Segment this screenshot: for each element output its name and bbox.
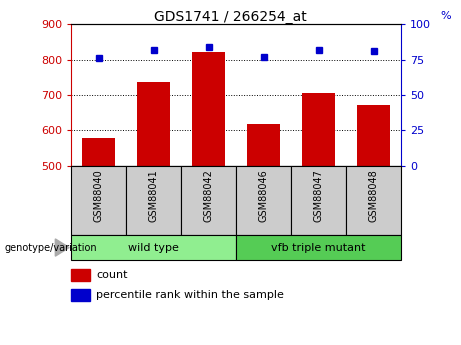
Text: GDS1741 / 266254_at: GDS1741 / 266254_at xyxy=(154,10,307,24)
Text: wild type: wild type xyxy=(129,243,179,253)
Bar xyxy=(71,166,126,235)
Bar xyxy=(71,269,89,280)
Bar xyxy=(291,166,346,235)
Bar xyxy=(302,93,335,166)
Bar xyxy=(137,82,171,166)
Bar xyxy=(192,52,225,166)
Text: count: count xyxy=(96,270,128,280)
Bar xyxy=(71,289,89,301)
Bar xyxy=(346,166,401,235)
Text: vfb triple mutant: vfb triple mutant xyxy=(272,243,366,253)
Text: GSM88042: GSM88042 xyxy=(204,169,214,222)
Bar xyxy=(181,166,236,235)
Text: GSM88047: GSM88047 xyxy=(313,169,324,222)
Bar xyxy=(71,235,236,260)
Bar xyxy=(236,166,291,235)
Text: GSM88048: GSM88048 xyxy=(369,169,378,222)
Text: GSM88040: GSM88040 xyxy=(94,169,104,222)
Bar xyxy=(357,106,390,166)
Text: percentile rank within the sample: percentile rank within the sample xyxy=(96,290,284,300)
Bar xyxy=(236,235,401,260)
Bar xyxy=(83,138,115,166)
Text: GSM88046: GSM88046 xyxy=(259,169,269,222)
Text: GSM88041: GSM88041 xyxy=(149,169,159,222)
Text: genotype/variation: genotype/variation xyxy=(5,243,97,253)
Bar xyxy=(126,166,181,235)
Bar xyxy=(247,124,280,166)
Polygon shape xyxy=(55,239,69,256)
Text: %: % xyxy=(441,11,451,21)
